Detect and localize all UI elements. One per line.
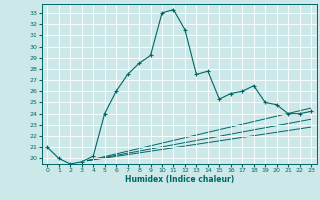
X-axis label: Humidex (Indice chaleur): Humidex (Indice chaleur) — [124, 175, 234, 184]
